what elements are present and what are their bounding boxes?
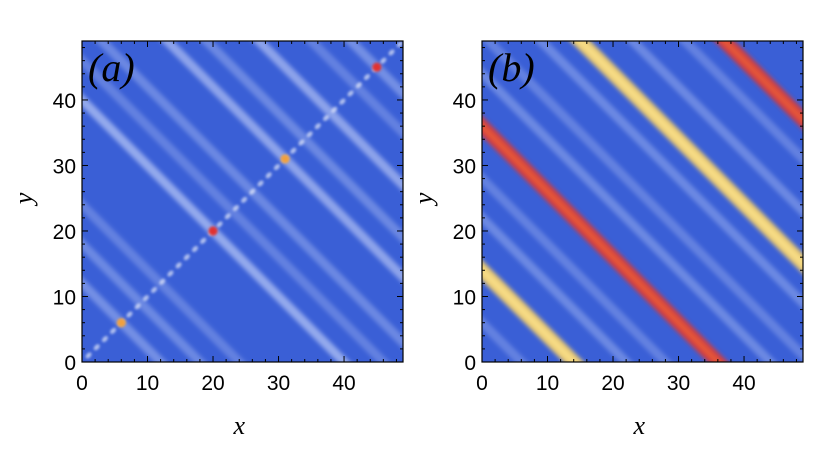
diagonal-dot-7 (142, 295, 149, 302)
y-tick-label: 0 (464, 352, 476, 375)
diagonal-dot-23 (273, 164, 280, 171)
stripe-6 (482, 41, 803, 362)
diagonal-dot-0 (85, 352, 92, 359)
diagonal-dot-12 (183, 254, 190, 261)
stripe-2 (482, 211, 633, 362)
plot-area (482, 41, 803, 362)
stripe-1 (82, 237, 207, 362)
stripe-8 (252, 41, 403, 192)
diagonal-dot-18 (232, 205, 239, 212)
diagonal-dot-11 (175, 262, 182, 269)
diagonal-dot-1 (93, 344, 100, 351)
diagonal-dot-2 (101, 336, 108, 343)
diagonal-dot-27 (306, 131, 313, 138)
diagonal-dot-14 (200, 237, 207, 244)
diagonal-dot-38 (396, 41, 403, 48)
diagonal-dot-33 (355, 82, 362, 89)
diagonal-dot-26 (298, 139, 305, 146)
diagonal-dot-9 (159, 278, 166, 285)
diagonal-dot-28 (314, 123, 321, 130)
ticks (481, 41, 803, 363)
diagonal-dot-22 (265, 172, 272, 179)
y-tick-label: 30 (53, 155, 76, 178)
y-tick-label: 0 (64, 352, 76, 375)
hot-spot-1 (208, 226, 218, 236)
stripe-2 (82, 198, 246, 362)
diagonal-dot-16 (216, 221, 223, 228)
x-axis-label: x (233, 411, 246, 440)
diagonal-dot-25 (290, 147, 297, 154)
hot-spot-0 (116, 318, 126, 328)
x-tick-label: 20 (201, 372, 224, 395)
plot-frame (81, 40, 404, 363)
diagonal-dot-20 (249, 188, 256, 195)
diagonal-dot-8 (151, 286, 158, 293)
diagonal-dot-10 (167, 270, 174, 277)
stripe-3 (482, 172, 672, 362)
stripe-0 (82, 276, 168, 362)
stripe-9 (626, 41, 803, 218)
diagonal-dot-37 (388, 49, 395, 56)
diagonal-dot-3 (110, 327, 117, 334)
x-tick-label: 10 (536, 372, 559, 395)
ticks (81, 41, 403, 363)
stripe-10 (678, 41, 803, 166)
panel-label: (b) (488, 45, 535, 90)
x-axis-label: x (633, 411, 646, 440)
y-axis-label: y (9, 192, 38, 207)
stripe-7 (534, 41, 803, 310)
stripe-0 (482, 316, 528, 362)
diagonal-dot-5 (126, 311, 133, 318)
hot-spot-3 (372, 62, 382, 72)
stripe-core-4 (482, 121, 723, 362)
x-tick-label: 0 (476, 372, 488, 395)
y-tick-label: 20 (453, 221, 476, 244)
y-axis-label: y (409, 192, 438, 207)
stripe-9 (304, 41, 403, 140)
stripe-core-11 (720, 41, 803, 124)
x-tick-label: 40 (332, 372, 355, 395)
stripe-4 (82, 54, 390, 362)
stripe-6 (160, 41, 403, 284)
y-tick-label: 20 (53, 221, 76, 244)
stripe-core-8 (576, 41, 803, 268)
heatmap-panel-a: 0 10 20 30 40 0 10 20 30 40 x y (a) (9, 40, 404, 440)
y-tick-label: 10 (453, 286, 476, 309)
plot-area (82, 41, 403, 362)
stripe-3 (82, 93, 351, 362)
diagonal-dot-6 (134, 303, 141, 310)
y-tick-label: 40 (453, 90, 476, 113)
stripe-10 (344, 41, 403, 100)
x-tick-label: 10 (136, 372, 159, 395)
stripe-core-1 (482, 266, 578, 362)
panel-label: (a) (88, 45, 135, 90)
x-tick-label: 30 (267, 372, 290, 395)
diagonal-dot-34 (363, 74, 370, 81)
x-tick-label: 30 (667, 372, 690, 395)
y-tick-label: 10 (53, 286, 76, 309)
diagonal-dot-29 (323, 114, 330, 121)
x-tick-label: 20 (601, 372, 624, 395)
heatmap-panel-b: 0 10 20 30 40 0 10 20 30 40 x y (b) (409, 40, 804, 440)
diagonal-dot-31 (339, 98, 346, 105)
stripe-5 (95, 41, 403, 349)
diagonal-dot-21 (257, 180, 264, 187)
diagonal-dot-30 (331, 106, 338, 113)
diagonal-dot-36 (380, 57, 387, 64)
hot-spot-2 (280, 154, 290, 164)
plot-frame (481, 40, 804, 363)
y-tick-label: 30 (453, 155, 476, 178)
x-tick-label: 0 (76, 372, 88, 395)
diagonal-dot-32 (347, 90, 354, 97)
diagonal-dot-19 (241, 196, 248, 203)
diagonal-dot-17 (224, 213, 231, 220)
diagonal-dot-13 (191, 245, 199, 253)
stripe-5 (482, 67, 777, 362)
x-tick-label: 40 (732, 372, 755, 395)
y-tick-label: 40 (53, 90, 76, 113)
stripe-7 (199, 41, 403, 245)
